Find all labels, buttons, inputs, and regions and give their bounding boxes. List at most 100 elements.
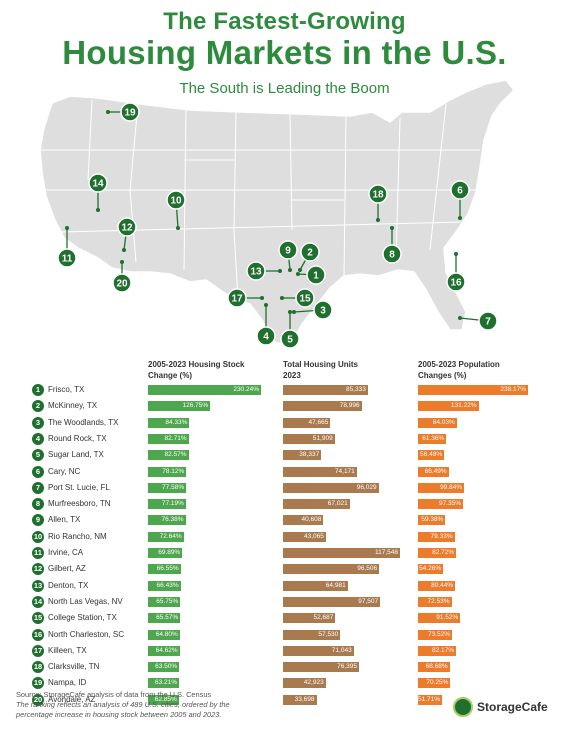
pop-bar: 70.25% xyxy=(418,678,451,689)
pop-bar: 80.44% xyxy=(418,580,456,591)
units-bar: 38,337 xyxy=(283,450,322,461)
map-marker: 12 xyxy=(117,217,137,252)
title-line-1: The Fastest-Growing xyxy=(163,8,406,35)
marker-badge xyxy=(120,102,140,122)
table-row: 20 Avondale, AZ 62.85% 33,698 51.71% xyxy=(0,692,569,708)
marker-pin xyxy=(454,252,458,256)
marker-badge xyxy=(57,248,77,268)
pop-bar: 68.68% xyxy=(418,662,450,673)
pop-bar: 99.84% xyxy=(418,482,465,493)
pop-bar: 97.35% xyxy=(418,499,463,510)
stock-bar: 230.24% xyxy=(148,385,261,395)
units-bar: 96,506 xyxy=(283,564,380,575)
units-bar: 52,687 xyxy=(283,613,336,624)
stock-bar: 63.50% xyxy=(148,662,180,673)
pop-bar: 79.33% xyxy=(418,531,455,542)
table-row: 13 Denton, TX 66.43% 64,981 80.44% xyxy=(0,578,569,594)
units-bar: 74,171 xyxy=(283,466,357,477)
us-map-land xyxy=(39,79,516,347)
rank-badge: 16 xyxy=(32,628,44,641)
marker-badge xyxy=(280,329,300,349)
marker-rank-label: 7 xyxy=(485,317,491,328)
pop-bar: 238.17% xyxy=(418,385,528,395)
marker-rank-label: 20 xyxy=(116,279,128,290)
marker-pin xyxy=(288,268,292,272)
marker-rank-label: 11 xyxy=(62,254,73,265)
table-row: 4 Round Rock, TX 82.71% 51,909 61.36% xyxy=(0,431,569,447)
marker-rank-label: 8 xyxy=(389,250,395,261)
marker-badge xyxy=(313,300,333,320)
marker-pin xyxy=(296,272,300,276)
city-name: Rio Rancho, NM xyxy=(48,531,107,541)
units-bar: 40,608 xyxy=(283,515,324,526)
marker-badge xyxy=(117,217,137,237)
pop-bar: 72.53% xyxy=(418,596,452,607)
map-marker: 2 xyxy=(298,242,320,272)
units-bar: 47,665 xyxy=(283,417,331,428)
units-bar: 43,065 xyxy=(283,531,326,542)
map-marker: 14 xyxy=(88,173,108,212)
rank-badge: 11 xyxy=(32,547,44,559)
units-bar: 76,395 xyxy=(283,662,359,673)
map-markers: 19 14 10 12 11 20 18 6 8 16 7 9 2 13 1 17 15 3 4 5 xyxy=(57,102,498,349)
rank-badge: 1 xyxy=(32,384,44,396)
table-row: 10 Rio Rancho, NM 72.64% 43,065 79.33% xyxy=(0,529,569,545)
units-bar: 96,029 xyxy=(283,482,379,493)
city-name: The Woodlands, TX xyxy=(48,417,119,427)
city-name: Frisco, TX xyxy=(48,385,85,394)
stock-bar: 76.38% xyxy=(148,515,186,526)
stock-bar: 84.33% xyxy=(148,417,190,428)
table-row: 8 Murfreesboro, TN 77.19% 67,021 97.35% xyxy=(0,496,569,512)
rank-badge: 2 xyxy=(32,400,44,413)
map-marker: 6 xyxy=(450,180,470,220)
marker-rank-label: 1 xyxy=(313,271,319,282)
marker-rank-label: 4 xyxy=(263,332,269,343)
marker-rank-label: 12 xyxy=(121,223,133,234)
rank-badge: 17 xyxy=(32,644,44,657)
map-marker: 3 xyxy=(292,300,333,320)
rank-badge: 8 xyxy=(32,498,44,511)
marker-pin xyxy=(376,218,380,222)
rank-badge: 15 xyxy=(32,612,44,625)
map-marker: 5 xyxy=(280,310,300,349)
pop-bar: 54.26% xyxy=(418,564,444,575)
table-row: 17 Killeen, TX 64.62% 71,043 82.17% xyxy=(0,643,569,659)
units-bar: 64,981 xyxy=(283,580,348,591)
pop-bar: 59.38% xyxy=(418,515,446,526)
column-header-units: Total Housing Units 2023 xyxy=(283,360,358,380)
table-row: 3 The Woodlands, TX 84.33% 47,665 84.03% xyxy=(0,415,569,431)
marker-rank-label: 9 xyxy=(285,246,291,257)
table-row: 6 Cary, NC 78.12% 74,171 66.49% xyxy=(0,464,569,480)
pop-bar: 91.52% xyxy=(418,613,461,624)
rank-badge: 13 xyxy=(32,579,44,592)
stock-bar: 78.12% xyxy=(148,466,187,477)
stock-bar: 77.19% xyxy=(148,499,186,510)
city-name: Murfreesboro, TN xyxy=(48,499,111,509)
marker-rank-label: 2 xyxy=(307,248,313,259)
stock-bar: 65.57% xyxy=(148,613,181,624)
units-bar: 67,021 xyxy=(283,499,350,510)
marker-badge xyxy=(478,311,498,331)
units-bar: 97,507 xyxy=(283,596,381,607)
table-row: 7 Port St. Lucie, FL 77.58% 96,029 99.84% xyxy=(0,480,569,496)
rank-badge: 4 xyxy=(32,432,44,445)
rank-badge: 7 xyxy=(32,481,44,494)
city-name: Avondale, AZ xyxy=(48,694,96,704)
marker-badge xyxy=(306,265,326,285)
units-bar: 42,923 xyxy=(283,678,326,689)
stock-bar: 64.80% xyxy=(148,629,180,640)
marker-rank-label: 5 xyxy=(287,335,293,346)
stock-bar: 82.57% xyxy=(148,450,189,461)
table-row: 1 Frisco, TX 230.24% 85,333 238.17% xyxy=(0,382,569,398)
marker-pin xyxy=(120,260,124,264)
pop-bar: 66.49% xyxy=(418,466,449,477)
rank-badge: 6 xyxy=(32,465,44,478)
map-marker: 7 xyxy=(458,311,498,331)
table-row: 2 McKinney, TX 126.75% 78,996 131.22% xyxy=(0,398,569,414)
stock-bar: 66.43% xyxy=(148,580,181,591)
city-name: Clarksville, TN xyxy=(48,662,100,672)
marker-pin xyxy=(106,110,110,114)
marker-rank-label: 3 xyxy=(320,306,326,317)
subtitle: The South is Leading the Boom xyxy=(179,80,390,97)
map-marker: 10 xyxy=(166,190,186,230)
